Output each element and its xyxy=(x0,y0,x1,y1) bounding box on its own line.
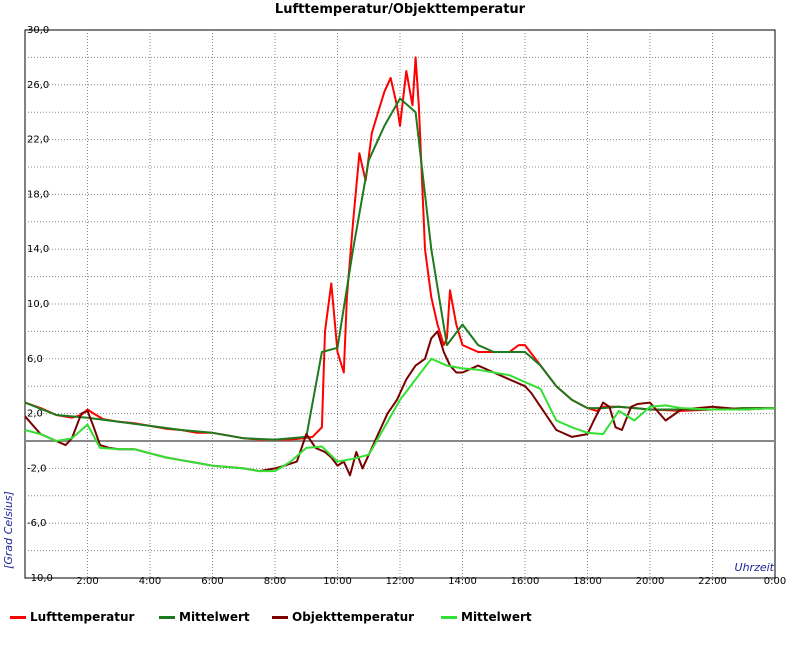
legend-swatch xyxy=(272,615,288,619)
y-axis-label: [Grad Celsius] xyxy=(2,491,15,569)
legend-label: Mittelwert xyxy=(179,610,250,624)
legend-item-mittelwert-luft: Mittelwert xyxy=(159,606,250,628)
x-tick-label: 2:00 xyxy=(76,576,98,587)
x-tick-label: 12:00 xyxy=(386,576,415,587)
y-tick-label: -2,0 xyxy=(27,463,47,474)
y-tick-label: 22,0 xyxy=(27,135,49,146)
chart-grid xyxy=(24,29,776,579)
y-axis-ticks: -10,0 -6,0 -2,0 2,0 6,0 10,0 14,0 18,0 22,0 26,0 3… xyxy=(27,25,53,584)
x-tick-label: 16:00 xyxy=(511,576,540,587)
legend-item-mittelwert-objekt: Mittelwert xyxy=(441,606,532,628)
y-tick-label: 26,0 xyxy=(27,80,49,91)
x-axis-label: Uhrzeit xyxy=(735,561,775,574)
legend-label: Mittelwert xyxy=(461,610,532,624)
x-tick-label: 0:00 xyxy=(764,576,786,587)
x-tick-label: 8:00 xyxy=(264,576,286,587)
x-tick-label: 22:00 xyxy=(698,576,727,587)
x-tick-label: 4:00 xyxy=(139,576,161,587)
legend-item-objekttemperatur: Objekttemperatur xyxy=(272,606,414,628)
y-tick-label: 2,0 xyxy=(27,409,43,420)
x-tick-label: 14:00 xyxy=(448,576,477,587)
y-tick-label: -6,0 xyxy=(27,518,47,529)
legend-swatch xyxy=(159,615,175,619)
x-tick-label: 6:00 xyxy=(201,576,223,587)
legend-swatch xyxy=(10,615,26,619)
legend-label: Objekttemperatur xyxy=(292,610,415,624)
y-tick-label: -10,0 xyxy=(27,573,53,584)
series-line-3 xyxy=(24,357,776,473)
chart-title: Lufttemperatur/Objekttemperatur xyxy=(275,2,526,17)
y-tick-label: 10,0 xyxy=(27,299,49,310)
series-line-1 xyxy=(24,97,775,441)
x-tick-label: 18:00 xyxy=(573,576,602,587)
y-tick-label: 30,0 xyxy=(27,25,49,36)
x-axis-ticks: 2:00 4:00 6:00 8:00 10:00 12:00 14:00 16:00 18:0… xyxy=(76,576,786,587)
x-tick-label: 20:00 xyxy=(636,576,665,587)
x-tick-label: 10:00 xyxy=(323,576,352,587)
series-lines xyxy=(24,56,776,477)
legend-swatch xyxy=(441,615,457,619)
y-tick-label: 14,0 xyxy=(27,244,49,255)
legend-item-lufttemperatur: Lufttemperatur xyxy=(10,606,134,628)
chart-legend: Lufttemperatur Mittelwert Objekttemperat… xyxy=(0,606,800,628)
legend-label: Lufttemperatur xyxy=(30,610,135,624)
y-tick-label: 18,0 xyxy=(27,189,49,200)
y-tick-label: 6,0 xyxy=(27,354,43,365)
